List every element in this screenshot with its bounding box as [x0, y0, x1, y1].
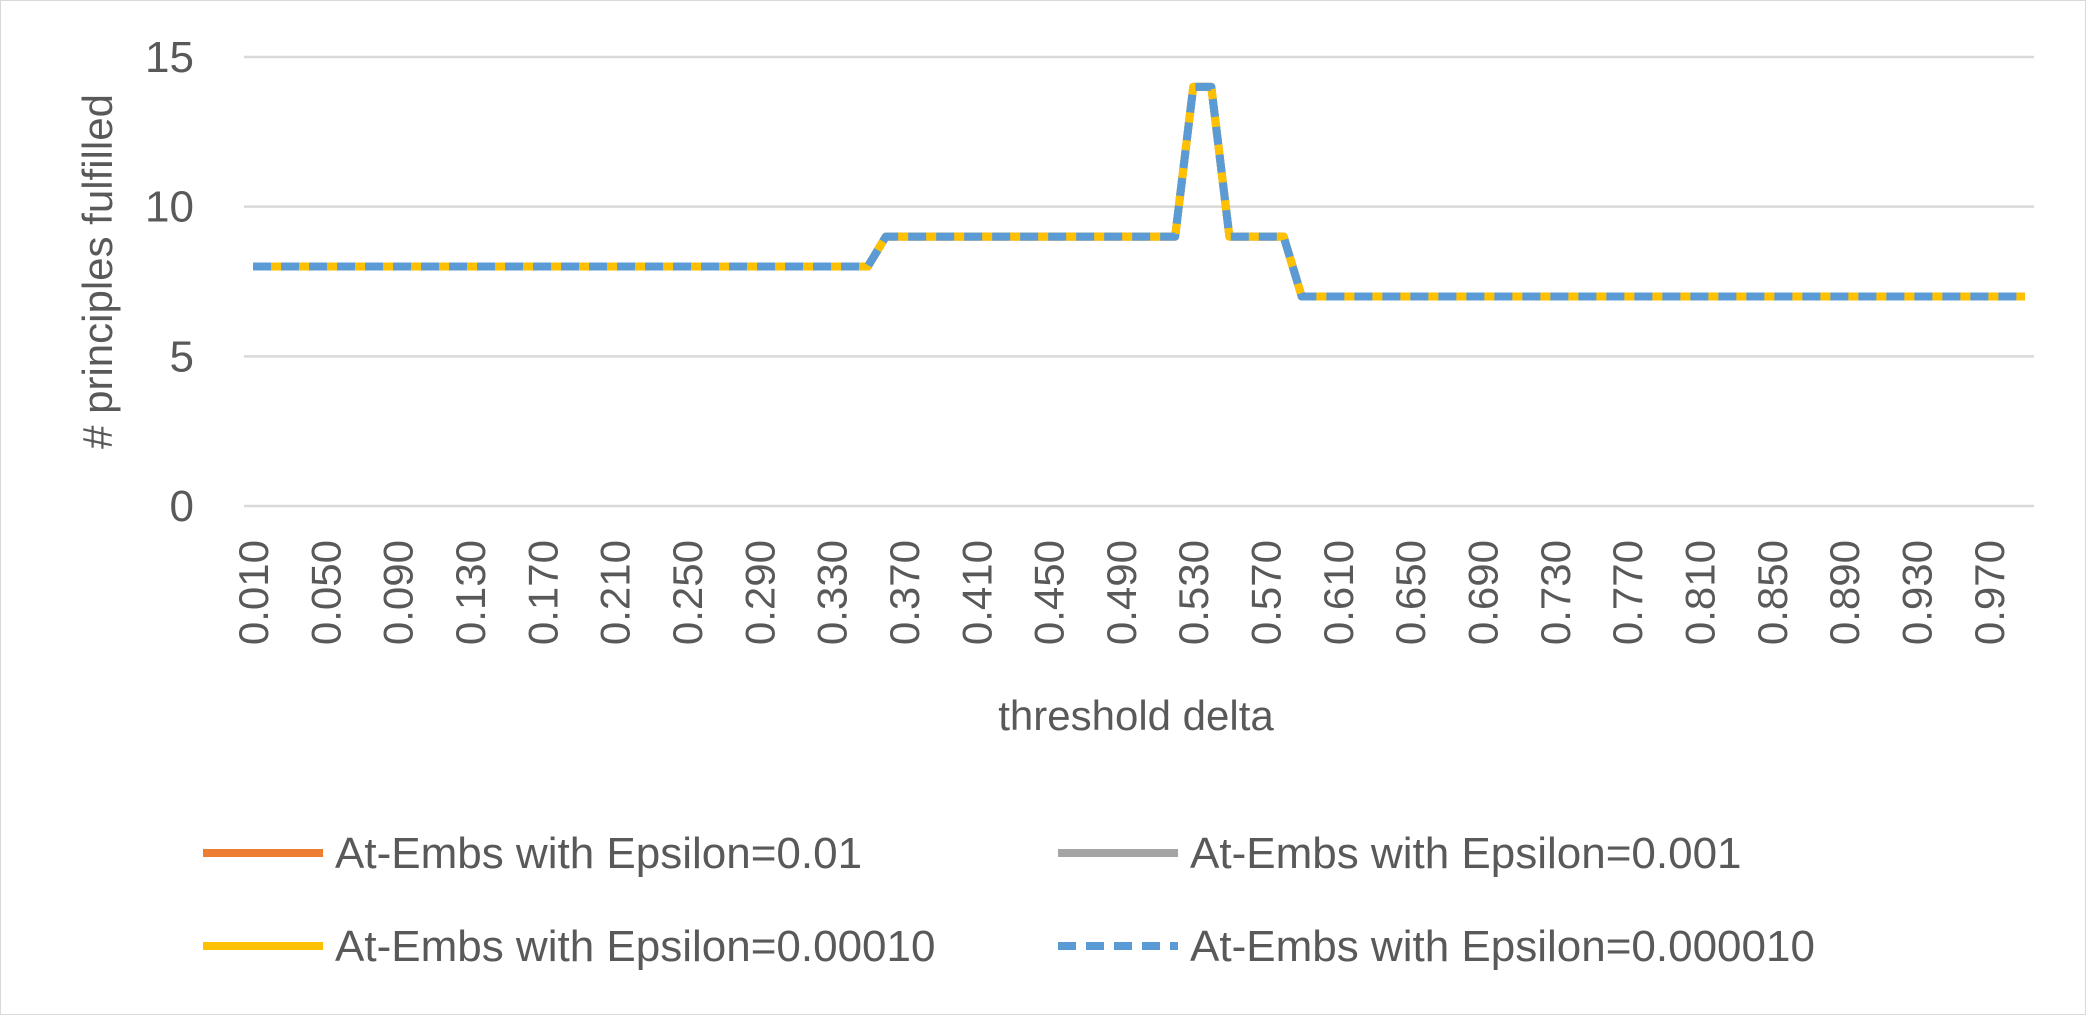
y-tick-label: 0: [170, 482, 194, 531]
x-tick-label: 0.090: [375, 540, 422, 645]
legend-label: At-Embs with Epsilon=0.00010: [335, 922, 935, 971]
x-tick-label: 0.890: [1821, 540, 1868, 645]
x-tick-label: 0.410: [953, 540, 1000, 645]
x-tick-label: 0.050: [302, 540, 349, 645]
y-axis-ticks: 0 5 10 15: [145, 33, 194, 531]
x-tick-label: 0.330: [809, 540, 856, 645]
y-tick-label: 10: [145, 183, 194, 232]
x-tick-label: 0.850: [1749, 540, 1796, 645]
x-tick-label: 0.810: [1677, 540, 1724, 645]
series-lines: [253, 82, 2025, 301]
x-tick-label: 0.450: [1026, 540, 1073, 645]
x-tick-label: 0.650: [1387, 540, 1434, 645]
x-tick-label: 0.930: [1893, 540, 1940, 645]
x-tick-label: 0.490: [1098, 540, 1145, 645]
x-tick-label: 0.690: [1460, 540, 1507, 645]
legend-label: At-Embs with Epsilon=0.000010: [1190, 922, 1815, 971]
gridlines: [244, 55, 2034, 508]
legend-label: At-Embs with Epsilon=0.01: [335, 829, 862, 878]
legend: At-Embs with Epsilon=0.01 At-Embs with Ep…: [203, 829, 1815, 971]
x-tick-label: 0.610: [1315, 540, 1362, 645]
x-tick-label: 0.530: [1170, 540, 1217, 645]
x-axis-label: threshold delta: [998, 692, 1274, 739]
x-tick-label: 0.570: [1243, 540, 1290, 645]
y-tick-label: 5: [170, 332, 194, 381]
x-tick-label: 0.010: [230, 540, 277, 645]
x-axis-ticks: 0.010 0.050 0.090 0.130 0.170 0.210 0.250 0.290…: [230, 540, 2013, 645]
y-axis-label: # principles fulfilled: [74, 94, 121, 449]
x-tick-label: 0.210: [592, 540, 639, 645]
series-line-4: [253, 82, 2025, 301]
x-tick-label: 0.170: [519, 540, 566, 645]
x-tick-label: 0.730: [1532, 540, 1579, 645]
x-tick-label: 0.250: [664, 540, 711, 645]
x-tick-label: 0.370: [881, 540, 928, 645]
x-tick-label: 0.770: [1604, 540, 1651, 645]
legend-label: At-Embs with Epsilon=0.001: [1190, 829, 1742, 878]
x-tick-label: 0.130: [447, 540, 494, 645]
y-tick-label: 15: [145, 33, 194, 82]
x-tick-label: 0.290: [736, 540, 783, 645]
x-tick-label: 0.970: [1966, 540, 2013, 645]
